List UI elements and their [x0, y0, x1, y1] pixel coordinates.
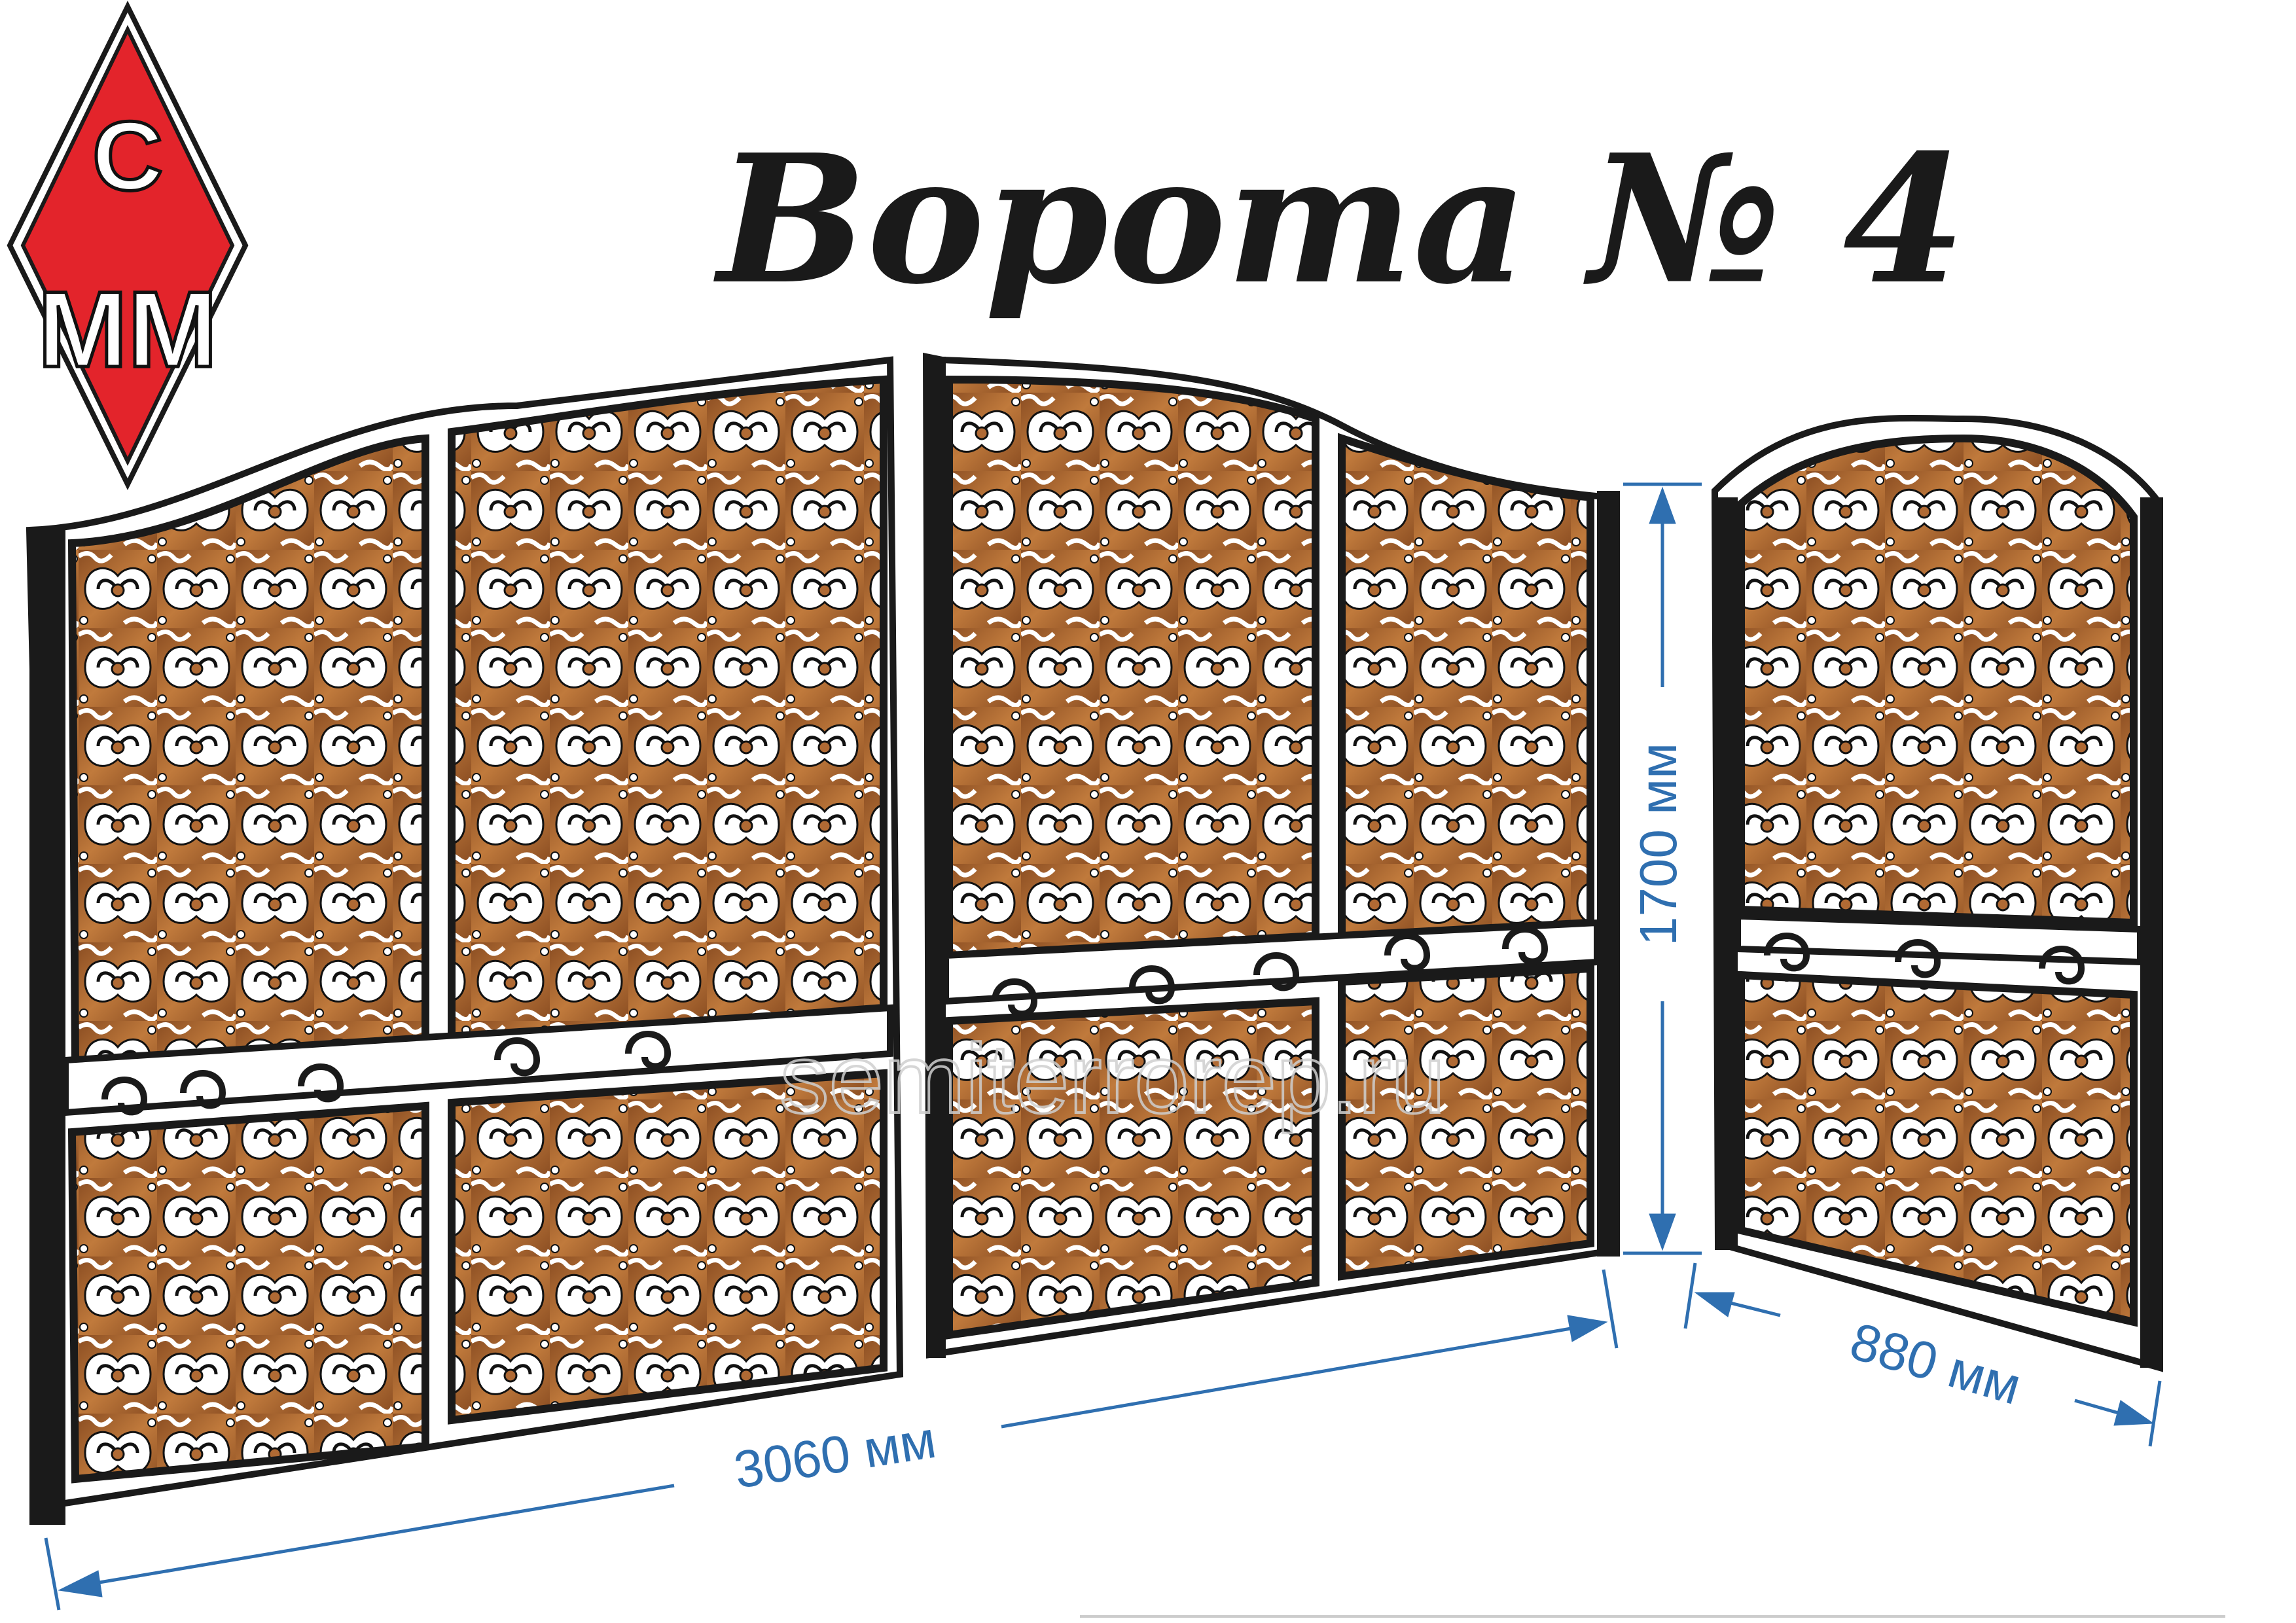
dimension-extension-line: [1602, 1269, 1619, 1349]
ornamental-panel: [1338, 964, 1594, 1281]
dimension-height: 1700 мм: [1623, 482, 1702, 1255]
gate-leaf-left: [26, 356, 904, 1525]
scroll-decor: [101, 1031, 672, 1116]
middle-rail: [942, 919, 1600, 1005]
ornamental-panel: [1737, 971, 2138, 1327]
dimension-extension-line: [44, 1537, 61, 1611]
dimension-line: [91, 1484, 675, 1586]
dimension-line: [2074, 1399, 2121, 1416]
logo: С ММ: [7, 0, 249, 491]
ornamental-panel: [448, 1069, 888, 1425]
dimension-arrow: [58, 1570, 103, 1597]
gate-leaf-right: [922, 352, 1621, 1359]
ornamental-panel: [1338, 433, 1594, 940]
dimension-arrow: [1649, 486, 1676, 524]
height-label: 1700 мм: [1629, 743, 1687, 946]
gate-post-right: [1597, 491, 1620, 1257]
dimension-line: [1001, 1327, 1571, 1429]
ornamental-panel: [945, 997, 1319, 1340]
dimension-extension-line: [1683, 1262, 1697, 1329]
dimension-arrow: [1649, 1213, 1676, 1251]
wicket-post-right: [2140, 497, 2163, 1368]
wicket-width-label: 880 мм: [1844, 1311, 2028, 1416]
dimension-extension-line: [2148, 1380, 2162, 1447]
dimension-arrow: [2113, 1400, 2155, 1426]
page-title: Ворота № 4: [712, 115, 1966, 323]
gate-post-left: [29, 530, 65, 1525]
wicket: [1711, 414, 2163, 1372]
logo-letter-top: С: [92, 101, 163, 211]
gate-post-middle: [926, 357, 946, 1358]
dimension-arrow: [1567, 1315, 1608, 1342]
middle-rail: [62, 1004, 893, 1116]
ornamental-panel: [67, 434, 429, 1065]
gate-width-label: 3060 мм: [730, 1410, 940, 1499]
ornamental-panel: [67, 1101, 429, 1484]
dimension-line: [1727, 1300, 1781, 1317]
watermark: semiterrorep.ru: [780, 1024, 1446, 1133]
scroll-decor: [1764, 933, 2085, 985]
ornamental-panel: [945, 375, 1319, 960]
dimension-arrow: [1694, 1292, 1735, 1317]
middle-rail: [1734, 912, 2144, 966]
ornamental-panel: [448, 375, 888, 1045]
logo-letters-bottom: ММ: [38, 269, 218, 389]
ornamental-panel: [1737, 434, 2138, 927]
scroll-decor: [992, 926, 1549, 1018]
wicket-post-left: [1715, 497, 1738, 1250]
